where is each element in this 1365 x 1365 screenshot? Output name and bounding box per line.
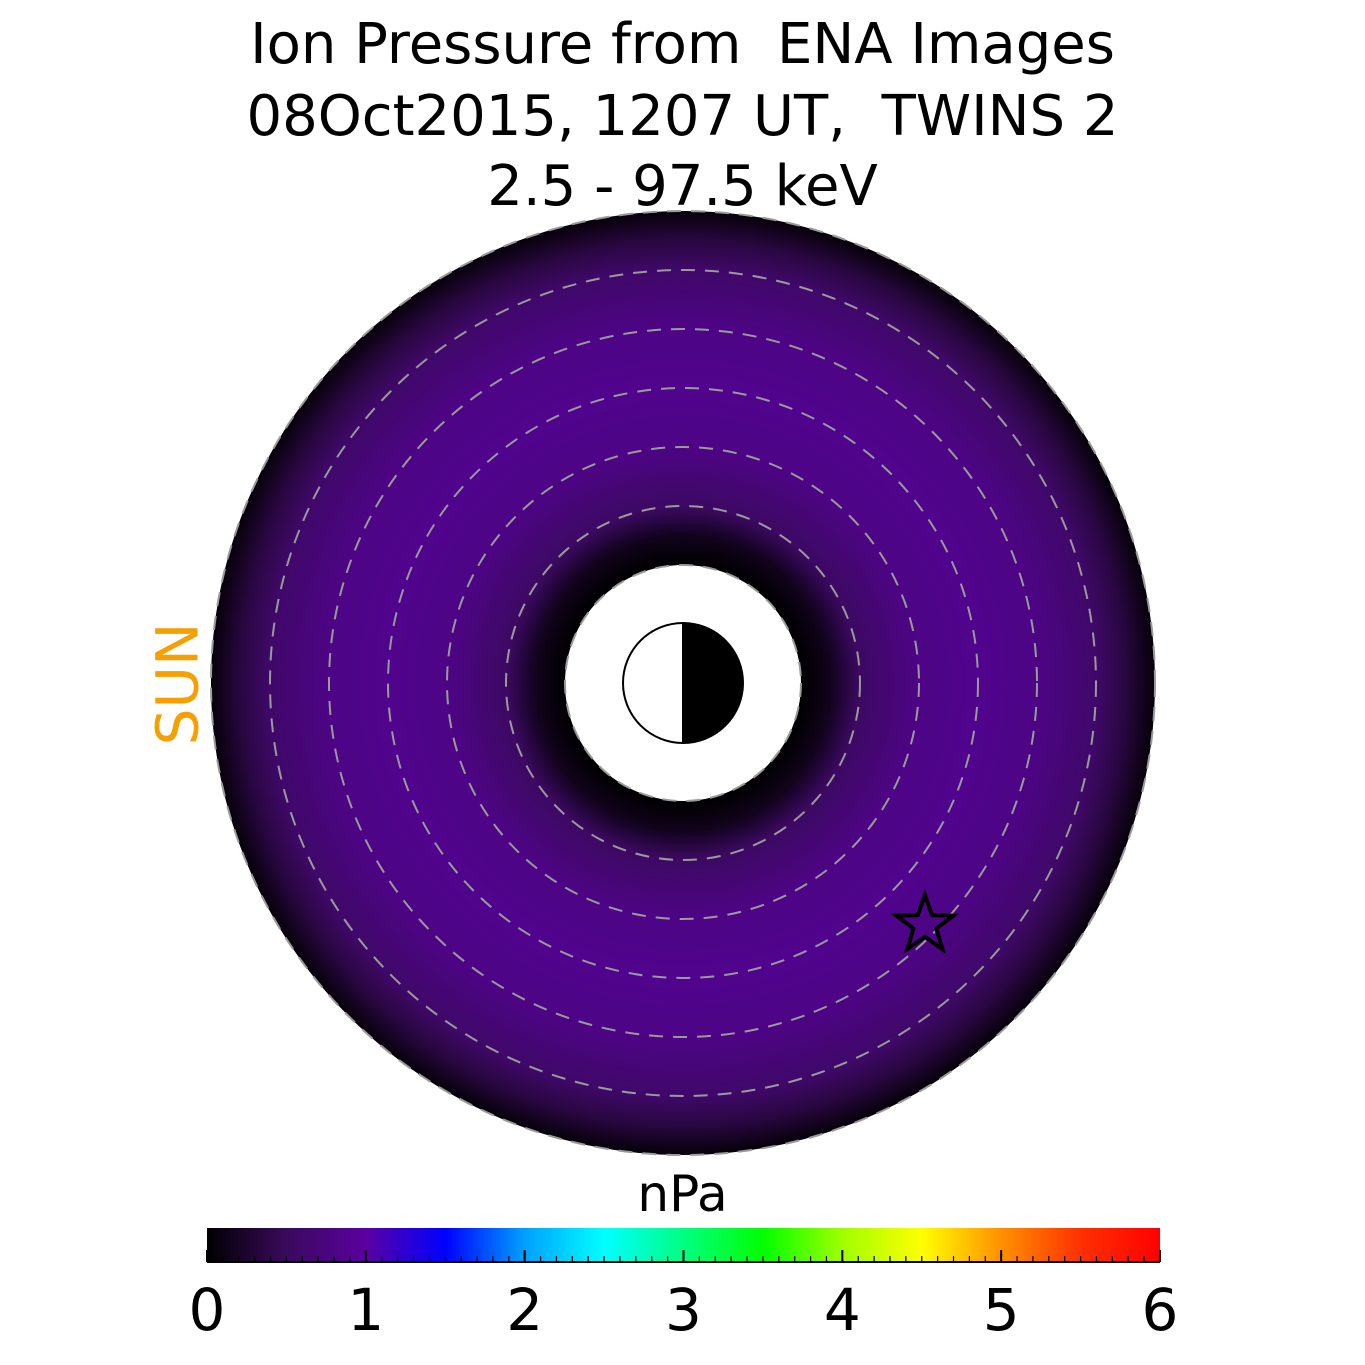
colorbar-tick-label: 6 [1141,1276,1179,1344]
colorbar-tick-label: 2 [506,1276,544,1344]
distance-circle-2re [564,564,802,802]
max-pressure-marker [890,888,960,955]
distance-circles [210,210,1156,1156]
chart-title-line-3: 2.5 - 97.5 keV [487,154,878,219]
earth-symbol [622,622,744,744]
colorbar [206,1228,1161,1263]
star-marker [890,888,960,955]
colorbar-tick-label: 3 [665,1276,702,1344]
pressure-ring [211,211,1155,1155]
colorbar-tick-label: 0 [188,1276,226,1344]
colorbar-tick-label: 1 [347,1276,385,1344]
distance-circle-8re [210,210,1156,1156]
earth-night-side [683,623,743,743]
chart-title-line-1: Ion Pressure from ENA Images [250,12,1115,77]
colorbar-tick-label: 5 [982,1276,1020,1344]
pressure-annulus [211,211,1155,1155]
sun-direction-label: SUN [143,622,212,746]
distance-circle-6re [328,328,1038,1038]
distance-circle-5re [387,387,979,979]
colorbar-tick-label: 4 [823,1276,861,1344]
distance-circle-3re [505,505,861,861]
distance-circle-7re [269,269,1097,1097]
colorbar-unit-label: nPa [637,1165,728,1223]
chart-title-line-2: 08Oct2015, 1207 UT, TWINS 2 [246,84,1119,149]
distance-circle-4re [446,446,920,920]
